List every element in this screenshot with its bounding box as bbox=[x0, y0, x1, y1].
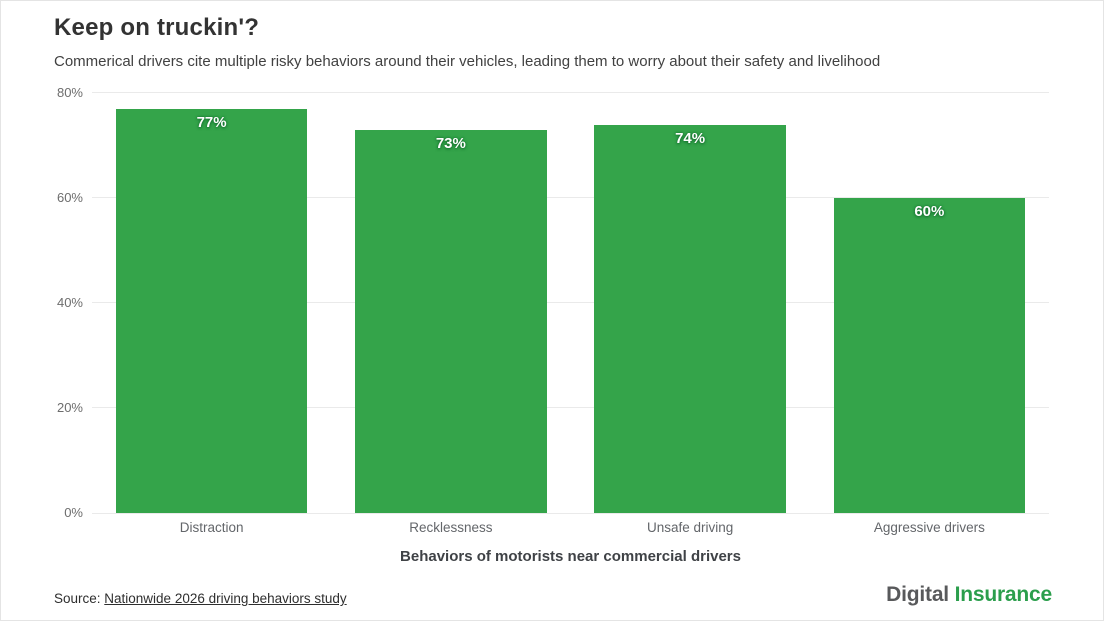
y-tick-label: 20% bbox=[56, 400, 83, 415]
x-category-label: Distraction bbox=[179, 520, 244, 535]
gridline-0 bbox=[92, 513, 1049, 514]
y-tick-label: 0% bbox=[64, 505, 83, 520]
logo-word-digital: Digital bbox=[886, 583, 949, 606]
bar-aggressive-drivers: 60% bbox=[833, 198, 1026, 513]
bar-band: 77% bbox=[92, 93, 331, 513]
x-axis-title: Behaviors of motorists near commercial d… bbox=[400, 548, 741, 565]
x-category-label: Unsafe driving bbox=[646, 520, 734, 535]
bar-band: 73% bbox=[331, 93, 570, 513]
bar-value-label: 77% bbox=[196, 113, 227, 131]
y-tick-label: 40% bbox=[56, 295, 83, 310]
bar-unsafe-driving: 74% bbox=[594, 124, 786, 513]
bars-row: 77% 73% 74% 60% bbox=[92, 93, 1049, 513]
bar-value-label: 60% bbox=[914, 203, 945, 220]
bar-value-label: 73% bbox=[435, 134, 466, 152]
gridline-60 bbox=[92, 197, 1049, 198]
bar-recklessness: 73% bbox=[355, 129, 547, 513]
gridline-80 bbox=[92, 92, 1049, 93]
gridline-40 bbox=[92, 302, 1049, 303]
logo-word-insurance: Insurance bbox=[948, 583, 1053, 606]
source-link[interactable]: Nationwide 2026 driving behaviors study bbox=[104, 591, 347, 606]
bar-value-label: 74% bbox=[675, 129, 706, 147]
bar-distraction: 77% bbox=[115, 108, 308, 513]
x-category-label: Aggressive drivers bbox=[873, 520, 985, 535]
y-tick-label: 60% bbox=[56, 190, 83, 205]
digital-insurance-logo: Digital Insurance bbox=[886, 583, 1052, 607]
chart-title: Keep on truckin'? bbox=[54, 14, 260, 41]
x-category-label: Recklessness bbox=[409, 520, 493, 535]
source-prefix: Source: bbox=[54, 591, 105, 606]
gridline-20 bbox=[92, 407, 1049, 408]
source-note: Source: Nationwide 2026 driving behavior… bbox=[54, 591, 347, 606]
y-tick-label: 80% bbox=[56, 85, 83, 100]
bar-band: 60% bbox=[810, 93, 1049, 513]
x-axis-category-labels: Distraction Recklessness Unsafe driving Agg… bbox=[92, 520, 1049, 535]
bar-band: 74% bbox=[571, 93, 810, 513]
plot-area: 0% 20% 40% 60% 80% 77% 73% 74% 60% bbox=[57, 85, 1049, 520]
chart-subtitle: Commerical drivers cite multiple risky b… bbox=[54, 53, 881, 70]
